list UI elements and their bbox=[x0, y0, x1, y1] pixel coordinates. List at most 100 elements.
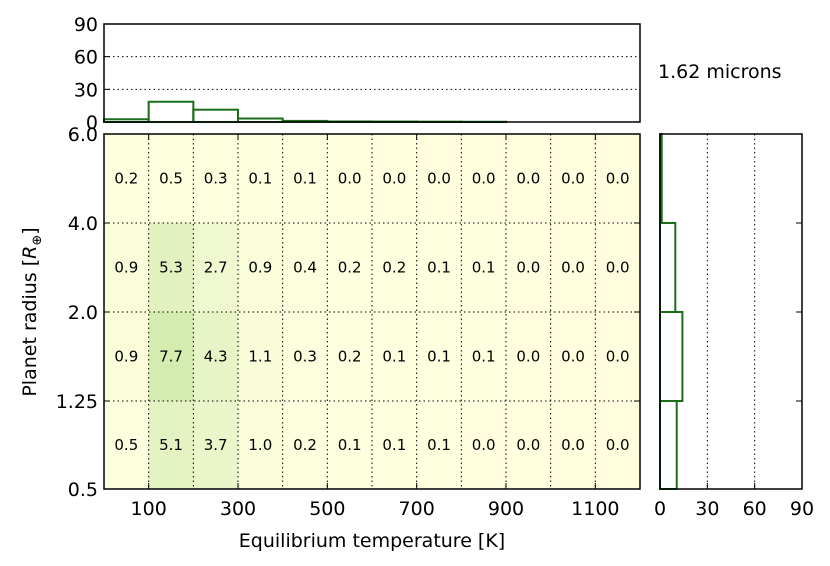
right-histogram-bar bbox=[659, 222, 677, 313]
heatmap-cell-label: 0.0 bbox=[606, 348, 630, 366]
heatmap-cell-label: 0.1 bbox=[293, 170, 317, 188]
top-histogram-panel: 0 30 60 90 bbox=[74, 14, 641, 134]
y-axis-label: Planet radius [R⊕] bbox=[19, 227, 45, 396]
x-tick-label: 700 bbox=[399, 498, 435, 520]
y-axis-label-text: Planet radius [ bbox=[19, 259, 41, 397]
heatmap-cell-label: 0.0 bbox=[382, 170, 406, 188]
heatmap-cell bbox=[238, 312, 284, 402]
heatmap-cell-label: 0.1 bbox=[338, 436, 362, 454]
right-x-tick-label: 30 bbox=[695, 498, 719, 520]
heatmap-cell-label: 0.4 bbox=[293, 259, 317, 277]
right-panel-frame bbox=[659, 133, 803, 490]
heatmap-cell bbox=[506, 312, 552, 402]
heatmap-cell-label: 0.2 bbox=[338, 259, 362, 277]
y-axis-label-subscript: ⊕ bbox=[30, 235, 45, 246]
top-histogram-bar bbox=[147, 100, 195, 123]
y-tick-label: 6.0 bbox=[68, 124, 98, 146]
right-x-tick-label: 60 bbox=[743, 498, 767, 520]
heatmap-cell-label: 7.7 bbox=[159, 348, 183, 366]
heatmap-cell bbox=[282, 312, 328, 402]
heatmap-cell-label: 0.0 bbox=[516, 348, 540, 366]
heatmap-cell bbox=[461, 401, 507, 490]
heatmap-cell-label: 0.2 bbox=[114, 170, 138, 188]
heatmap-cell-label: 0.0 bbox=[516, 436, 540, 454]
heatmap-cell bbox=[550, 134, 596, 224]
heatmap-cell bbox=[282, 223, 328, 313]
heatmap-cell bbox=[238, 223, 284, 313]
heatmap-cell bbox=[104, 223, 150, 313]
heatmap-cell-label: 0.0 bbox=[606, 259, 630, 277]
heatmap-cell bbox=[506, 223, 552, 313]
x-tick-label: 100 bbox=[131, 498, 167, 520]
heatmap-cell-label: 0.2 bbox=[293, 436, 317, 454]
heatmap-cell-label: 0.0 bbox=[516, 170, 540, 188]
heatmap-cell-label: 0.0 bbox=[427, 170, 451, 188]
heatmap-cell bbox=[550, 312, 596, 402]
heatmap-cell-label: 5.1 bbox=[159, 436, 183, 454]
right-x-tick-label: 0 bbox=[654, 498, 666, 520]
right-x-tick-label: 90 bbox=[790, 498, 814, 520]
heatmap-cell-label: 0.5 bbox=[114, 436, 138, 454]
y-tick-label: 1.25 bbox=[56, 391, 98, 413]
heatmap-panel: 0.2 0.5 0.3 0.1 0.1 0.0 0.0 0.0 0.0 0.0 0.0 0.0 0.9 5… bbox=[56, 124, 641, 520]
heatmap-cell-label: 5.3 bbox=[159, 259, 183, 277]
heatmap-cell-label: 0.9 bbox=[248, 259, 272, 277]
top-y-tick-label: 30 bbox=[74, 79, 98, 101]
heatmap-cell bbox=[193, 223, 239, 313]
y-tick-label: 2.0 bbox=[68, 302, 98, 324]
heatmap-cell bbox=[327, 401, 373, 490]
x-tick-label: 500 bbox=[309, 498, 345, 520]
heatmap-cell bbox=[193, 312, 239, 402]
heatmap-cell bbox=[104, 401, 150, 490]
top-y-tick-label: 60 bbox=[74, 47, 98, 69]
heatmap-cell bbox=[595, 312, 641, 402]
right-histogram-bar bbox=[659, 311, 684, 402]
heatmap-cell-label: 0.2 bbox=[338, 348, 362, 366]
heatmap-cell-label: 0.2 bbox=[382, 259, 406, 277]
heatmap-cell bbox=[595, 223, 641, 313]
heatmap-cell bbox=[416, 312, 462, 402]
heatmap-cell-label: 0.3 bbox=[293, 348, 317, 366]
heatmap-cell bbox=[372, 312, 418, 402]
heatmap-cell bbox=[148, 223, 194, 313]
heatmap-cell bbox=[372, 223, 418, 313]
y-axis-label-close: ] bbox=[19, 227, 41, 234]
right-histogram-bar bbox=[659, 400, 678, 490]
heatmap-cell-label: 0.1 bbox=[382, 348, 406, 366]
heatmap-cell bbox=[461, 134, 507, 224]
heatmap-cell bbox=[595, 134, 641, 224]
heatmap-cell-label: 0.0 bbox=[561, 436, 585, 454]
heatmap-cell-label: 0.0 bbox=[561, 170, 585, 188]
x-tick-label: 300 bbox=[220, 498, 256, 520]
heatmap-cell-label: 0.0 bbox=[516, 259, 540, 277]
heatmap-cell bbox=[416, 134, 462, 224]
heatmap-cell bbox=[506, 134, 552, 224]
heatmap-cell bbox=[327, 223, 373, 313]
heatmap-cell-label: 2.7 bbox=[204, 259, 228, 277]
heatmap-cell bbox=[282, 134, 328, 224]
heatmap-cell bbox=[327, 134, 373, 224]
heatmap-cell bbox=[461, 312, 507, 402]
heatmap-cell-label: 0.9 bbox=[114, 348, 138, 366]
svg-text:Planet radius [R⊕]: Planet radius [R⊕] bbox=[19, 227, 45, 396]
heatmap-cell bbox=[595, 401, 641, 490]
heatmap-cell bbox=[372, 401, 418, 490]
heatmap-cell-label: 0.1 bbox=[382, 436, 406, 454]
heatmap-cell bbox=[104, 312, 150, 402]
heatmap-cell-label: 0.1 bbox=[427, 348, 451, 366]
heatmap-cell-label: 0.1 bbox=[248, 170, 272, 188]
x-tick-label: 1100 bbox=[571, 498, 619, 520]
heatmap-cell bbox=[148, 134, 194, 224]
heatmap-cell bbox=[327, 312, 373, 402]
top-y-tick-label: 90 bbox=[74, 14, 98, 36]
heatmap-cell bbox=[416, 223, 462, 313]
heatmap-cell-label: 4.3 bbox=[204, 348, 228, 366]
heatmap-cell bbox=[550, 401, 596, 490]
heatmap-cell bbox=[148, 401, 194, 490]
x-tick-label: 900 bbox=[488, 498, 524, 520]
heatmap-cell bbox=[416, 401, 462, 490]
y-axis-label-symbol: R bbox=[19, 246, 41, 259]
heatmap-cell bbox=[193, 134, 239, 224]
heatmap-cell-label: 3.7 bbox=[204, 436, 228, 454]
